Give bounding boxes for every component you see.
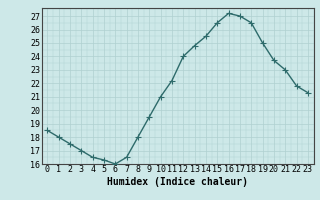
X-axis label: Humidex (Indice chaleur): Humidex (Indice chaleur) (107, 177, 248, 187)
